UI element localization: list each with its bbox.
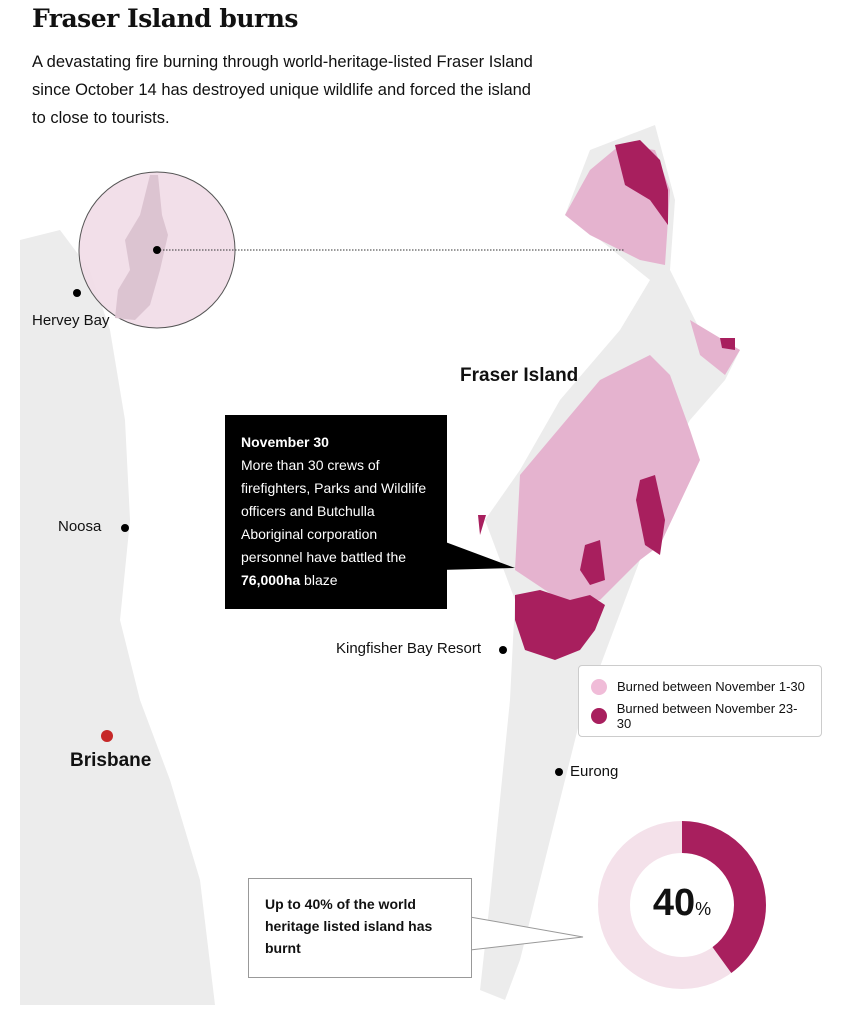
brisbane-dot: [101, 730, 113, 742]
inset-dot: [153, 246, 161, 254]
callout-text: More than 30 crews of firefighters, Park…: [241, 457, 427, 565]
eurong-dot: [555, 768, 563, 776]
mainland: [20, 230, 215, 1005]
legend-label: Burned between November 1-30: [617, 679, 805, 694]
donut-value: 40%: [632, 882, 732, 925]
burn-area-nov1-30: [515, 145, 740, 600]
legend-label: Burned between November 23-30: [616, 700, 798, 731]
callout-date: November 30: [241, 434, 329, 450]
donut-unit: %: [695, 899, 712, 919]
noosa-dot: [121, 524, 129, 532]
legend-swatch: [591, 678, 607, 695]
legend-swatch: [591, 707, 607, 724]
callout-box: November 30 More than 30 crews of firefi…: [225, 415, 447, 609]
donut-burnt-segment: [598, 821, 766, 989]
label-noosa: Noosa: [58, 518, 102, 535]
callout-pointer: [440, 540, 515, 570]
subtitle: A devastating fire burning through world…: [32, 53, 533, 127]
donut-number: 40: [652, 882, 696, 924]
kingfisher-dot: [499, 646, 507, 654]
label-hervey-bay: Hervey Bay: [32, 312, 110, 329]
label-kingfisher: Kingfisher Bay Resort: [336, 640, 482, 657]
legend-item: Burned between November 23-30: [591, 700, 809, 731]
note-pointer: [469, 916, 584, 951]
label-fraser-island: Fraser Island: [460, 365, 579, 386]
donut-chart: [598, 821, 766, 989]
hervey-bay-dot: [73, 289, 81, 297]
legend-item: Burned between November 1-30: [591, 672, 809, 701]
label-brisbane: Brisbane: [70, 750, 152, 771]
callout-text-end: blaze: [300, 572, 338, 588]
note-box: Up to 40% of the world heritage listed i…: [248, 878, 472, 978]
page-title: Fraser Island burns: [32, 4, 298, 33]
callout-area: 76,000ha: [241, 572, 301, 588]
label-eurong: Eurong: [570, 763, 619, 780]
inset-island: [115, 175, 168, 320]
legend: Burned between November 1-30 Burned betw…: [578, 665, 822, 737]
